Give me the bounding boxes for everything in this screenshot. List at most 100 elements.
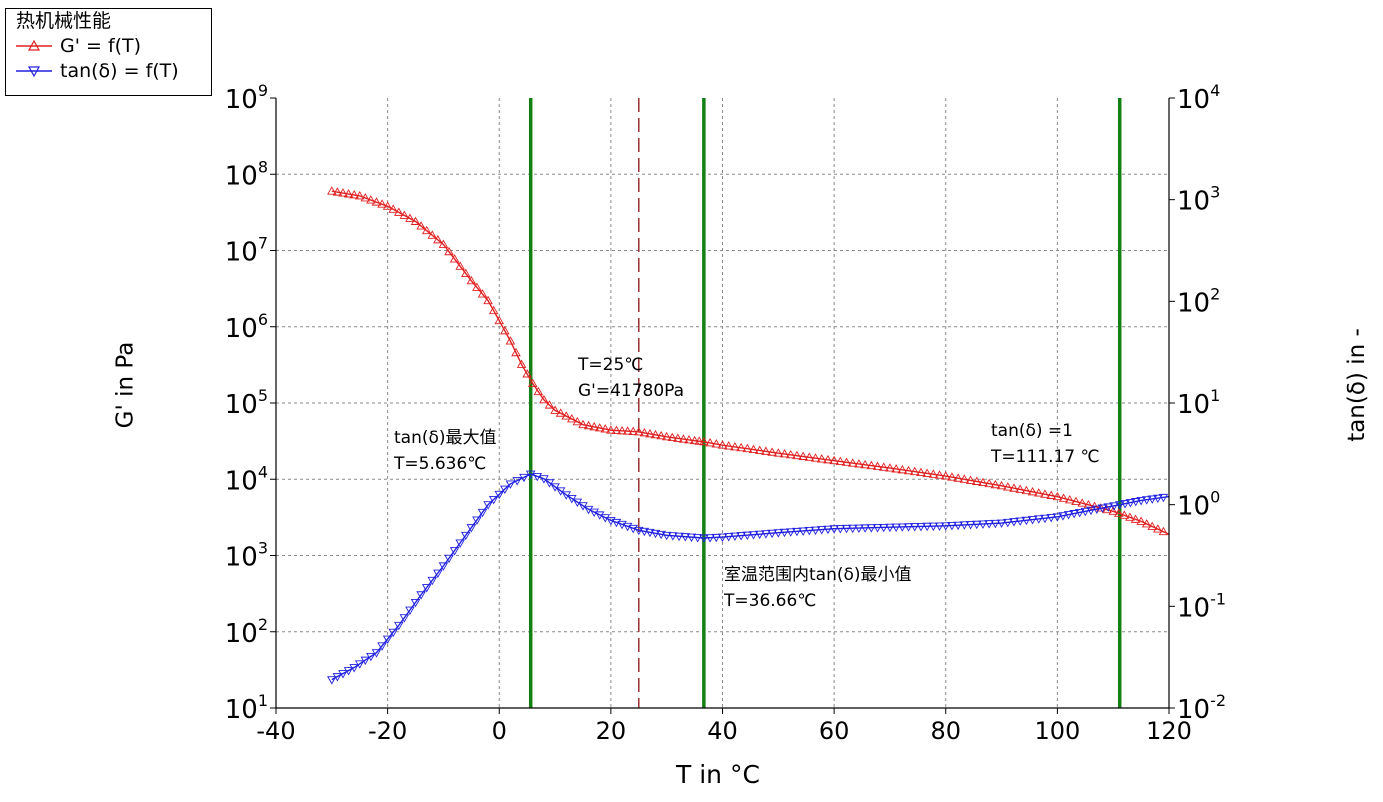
data-point xyxy=(996,519,1007,528)
data-point xyxy=(634,526,644,536)
data-point xyxy=(990,519,1001,529)
data-point xyxy=(661,531,672,541)
data-point xyxy=(1021,516,1032,526)
data-point xyxy=(711,439,722,448)
data-point xyxy=(792,527,802,537)
data-point xyxy=(1097,504,1108,513)
data-point xyxy=(410,216,421,225)
data-point xyxy=(488,496,499,505)
data-point xyxy=(349,664,359,673)
data-point xyxy=(438,239,449,248)
x-tick-label: -20 xyxy=(368,717,407,745)
data-point xyxy=(460,531,471,541)
y-left-tick-label: 105 xyxy=(225,386,268,420)
data-point xyxy=(483,295,493,305)
data-point xyxy=(785,528,796,537)
data-point xyxy=(338,670,348,679)
data-point xyxy=(382,201,393,210)
data-point xyxy=(742,443,753,453)
data-point xyxy=(754,445,765,454)
data-point xyxy=(1109,502,1119,511)
data-point xyxy=(1002,518,1013,528)
data-point xyxy=(984,478,994,488)
annotation-tan-max-line1: tan(δ)最大值 xyxy=(394,428,497,448)
data-point xyxy=(1130,498,1141,507)
data-point xyxy=(338,188,348,197)
data-point xyxy=(694,436,705,445)
data-point xyxy=(519,473,529,483)
data-point xyxy=(1063,511,1074,520)
data-point xyxy=(550,483,560,492)
data-point xyxy=(1027,486,1038,496)
data-point xyxy=(1086,506,1096,516)
data-point xyxy=(878,462,889,471)
data-point xyxy=(922,468,932,477)
data-point xyxy=(505,336,516,345)
data-point xyxy=(823,525,833,535)
data-point xyxy=(421,584,432,593)
data-point xyxy=(866,524,877,533)
data-point xyxy=(1071,496,1081,506)
data-point xyxy=(1021,485,1032,495)
data-point xyxy=(466,524,477,533)
data-point xyxy=(761,446,771,455)
data-point xyxy=(1108,506,1118,515)
annotation-tan-max: tan(δ)最大值 T=5.636℃ xyxy=(394,425,497,477)
data-point xyxy=(405,213,415,222)
x-tick-label: 80 xyxy=(930,717,961,745)
data-point xyxy=(866,460,877,470)
data-point xyxy=(572,416,583,426)
data-point xyxy=(717,440,728,449)
y-left-tick-label: 102 xyxy=(225,615,268,649)
data-point xyxy=(1009,483,1019,492)
series-markers-0 xyxy=(327,186,1169,536)
data-point xyxy=(433,569,443,579)
y-left-tick-label: 106 xyxy=(225,310,268,344)
data-point xyxy=(544,400,555,409)
y-left-tick-label: 103 xyxy=(225,539,268,573)
data-point xyxy=(959,521,970,530)
y-left-tick-label: 109 xyxy=(225,81,268,115)
annotation-room-temp-line2: G'=41780Pa xyxy=(578,381,685,401)
data-point xyxy=(686,533,697,542)
y-right-tick-label: 102 xyxy=(1177,284,1220,318)
data-point xyxy=(449,547,460,556)
data-point xyxy=(1033,488,1044,497)
data-point xyxy=(785,449,796,459)
data-point xyxy=(525,470,536,479)
data-point xyxy=(622,426,633,435)
data-point xyxy=(477,289,488,298)
data-point xyxy=(1083,499,1094,509)
annotation-tan-min-line2: T=36.66℃ xyxy=(724,591,817,611)
data-point xyxy=(332,673,343,682)
annotation-tan-one-line2: T=111.17 ℃ xyxy=(991,447,1100,467)
data-point xyxy=(494,490,505,500)
data-point xyxy=(934,470,945,479)
data-point xyxy=(767,447,777,456)
x-tick-label: 60 xyxy=(819,717,850,745)
data-point xyxy=(332,187,343,196)
data-point xyxy=(891,523,901,532)
y-left-tick-label: 101 xyxy=(225,691,268,725)
data-point xyxy=(909,466,920,476)
data-point xyxy=(692,534,703,543)
data-point xyxy=(399,210,410,219)
data-point xyxy=(377,199,387,208)
data-point xyxy=(327,676,337,685)
legend-marker-triangle-up-icon xyxy=(16,39,52,51)
data-point xyxy=(327,186,337,195)
data-point xyxy=(667,432,678,442)
data-point xyxy=(634,426,644,436)
data-point xyxy=(934,522,945,531)
data-point xyxy=(511,347,521,357)
x-tick-label: 100 xyxy=(1034,717,1080,745)
data-point xyxy=(354,190,365,200)
data-point xyxy=(399,614,410,623)
data-point xyxy=(684,435,694,444)
data-point xyxy=(555,487,566,496)
series-markers-1 xyxy=(327,470,1169,685)
legend-title: 热机械性能 xyxy=(16,10,112,32)
data-point xyxy=(1136,497,1146,506)
data-point xyxy=(773,448,784,457)
data-point xyxy=(532,472,543,482)
